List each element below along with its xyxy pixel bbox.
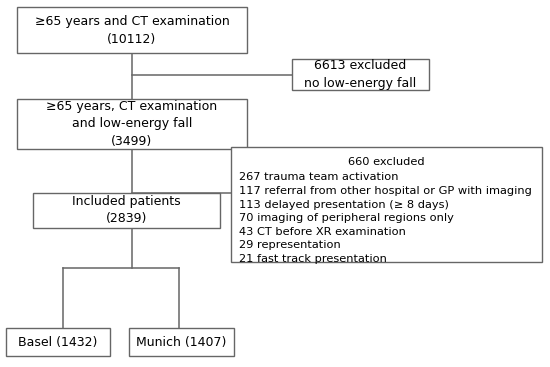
Text: 660 excluded: 660 excluded: [348, 157, 425, 167]
FancyBboxPatch shape: [6, 328, 110, 356]
Text: Basel (1432): Basel (1432): [18, 336, 97, 349]
FancyBboxPatch shape: [33, 193, 220, 228]
FancyBboxPatch shape: [16, 7, 248, 53]
FancyBboxPatch shape: [231, 147, 542, 262]
FancyBboxPatch shape: [292, 59, 429, 90]
Text: Included patients
(2839): Included patients (2839): [72, 195, 181, 225]
Text: ≥65 years and CT examination
(10112): ≥65 years and CT examination (10112): [35, 15, 229, 46]
Text: 6613 excluded
no low-energy fall: 6613 excluded no low-energy fall: [304, 59, 416, 90]
Text: 267 trauma team activation
117 referral from other hospital or GP with imaging
1: 267 trauma team activation 117 referral …: [239, 172, 532, 264]
FancyBboxPatch shape: [129, 328, 234, 356]
Text: Munich (1407): Munich (1407): [136, 336, 227, 349]
Text: ≥65 years, CT examination
and low-energy fall
(3499): ≥65 years, CT examination and low-energy…: [46, 100, 218, 148]
FancyBboxPatch shape: [16, 99, 248, 149]
